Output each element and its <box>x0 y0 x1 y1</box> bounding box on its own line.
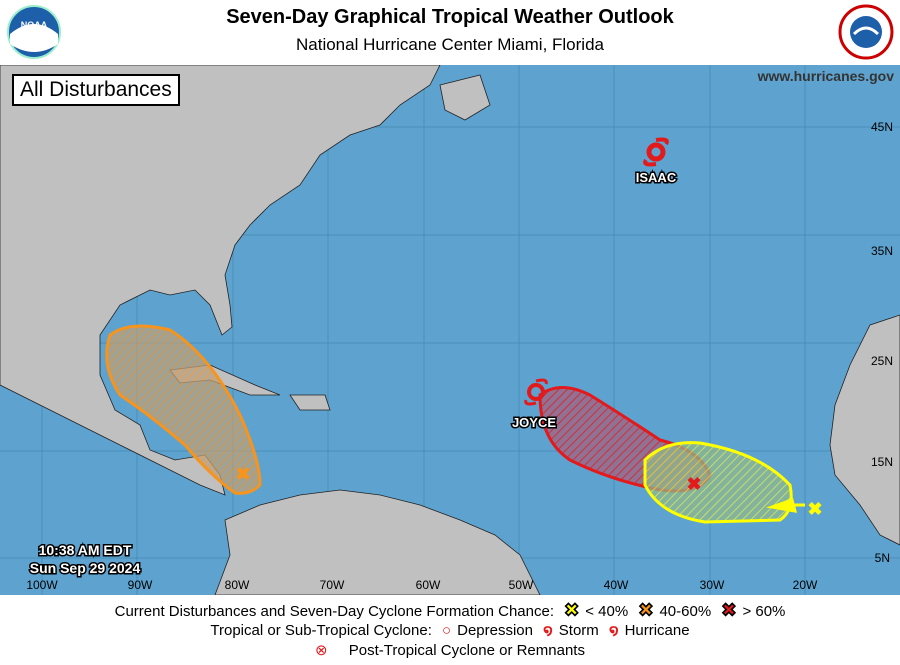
lat-label: 15N <box>871 455 893 469</box>
legend-high: > 60% <box>742 603 786 620</box>
svg-text:✖: ✖ <box>807 499 822 519</box>
hispaniola-land <box>289 394 331 411</box>
timestamp-date: Sun Sep 29 2024 <box>30 560 141 576</box>
newfoundland-land <box>439 74 491 121</box>
timestamp-time: 10:38 AM EDT <box>39 542 132 558</box>
website-url: www.hurricanes.gov <box>757 68 894 84</box>
outlook-area-orange <box>105 324 262 495</box>
page-title: Seven-Day Graphical Tropical Weather Out… <box>226 6 674 28</box>
x-orange-icon: ✖ <box>638 600 654 621</box>
storm-icon <box>524 378 548 406</box>
x-red-icon: ✖ <box>721 600 737 621</box>
storm-label-isaac: ISAAC <box>636 170 677 185</box>
svg-text:✖: ✖ <box>686 474 701 494</box>
lat-label: 5N <box>875 551 890 565</box>
hurricane-icon <box>643 137 669 167</box>
svg-text:✖: ✖ <box>235 464 250 484</box>
lon-label: 60W <box>416 578 441 592</box>
disturbance-marker-orange: ✖ <box>235 464 250 484</box>
legend-storm: Storm <box>558 622 599 639</box>
lon-label: 100W <box>26 578 58 592</box>
lon-label: 90W <box>128 578 153 592</box>
storm-label-joyce: JOYCE <box>512 415 556 430</box>
lon-label: 50W <box>509 578 534 592</box>
legend-label: Current Disturbances and Seven-Day Cyclo… <box>114 603 554 620</box>
legend-depression: Depression <box>457 622 533 639</box>
map: ✖ ✖ ✖ ISAAC JOYCE 100W 90W 80W 70W 60W 5… <box>0 65 900 595</box>
svg-text:NOAA: NOAA <box>21 20 48 30</box>
page-subtitle: National Hurricane Center Miami, Florida <box>295 35 604 54</box>
lon-label: 40W <box>604 578 629 592</box>
lon-label: 70W <box>320 578 345 592</box>
lon-label: 20W <box>793 578 818 592</box>
noaa-logo: NOAA <box>7 5 61 59</box>
nws-logo <box>838 4 894 60</box>
lat-label: 45N <box>871 120 893 134</box>
outlook-area-yellow <box>643 441 793 524</box>
legend-row-cyclone: Tropical or Sub-Tropical Cyclone: ○ Depre… <box>0 621 900 639</box>
legend-row-formation-chance: Current Disturbances and Seven-Day Cyclo… <box>0 600 900 621</box>
africa-land <box>829 314 900 546</box>
legend-post-tropical: Post-Tropical Cyclone or Remnants <box>348 642 585 659</box>
legend-row-post-tropical: ⊗ Post-Tropical Cyclone or Remnants <box>0 641 900 659</box>
disturbance-marker-yellow: ✖ <box>807 499 822 519</box>
legend-low: < 40% <box>585 603 629 620</box>
disturbance-marker-red: ✖ <box>686 474 701 494</box>
lon-label: 30W <box>700 578 725 592</box>
hurricane-icon: ໑ <box>608 622 619 639</box>
legend-med: 40-60% <box>659 603 712 620</box>
south-america-land <box>214 489 541 595</box>
storm-icon: ໑ <box>543 622 553 639</box>
legend-hurricane: Hurricane <box>624 622 690 639</box>
legend-label: Tropical or Sub-Tropical Cyclone: <box>210 622 432 639</box>
lat-label: 35N <box>871 244 893 258</box>
post-tropical-icon: ⊗ <box>315 642 328 659</box>
north-america-land <box>0 65 441 496</box>
track-arrow <box>766 498 805 513</box>
lat-label: 25N <box>871 354 893 368</box>
x-yellow-icon: ✖ <box>564 600 580 621</box>
depression-icon: ○ <box>442 622 452 639</box>
view-label: All Disturbances <box>12 74 180 106</box>
lon-label: 80W <box>225 578 250 592</box>
header: NOAA Seven-Day Graphical Tropical Weathe… <box>0 0 900 65</box>
